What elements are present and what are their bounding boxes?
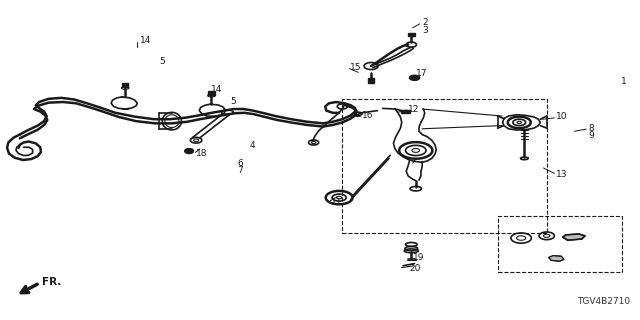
Text: TGV4B2710: TGV4B2710 <box>577 297 630 306</box>
Text: 1: 1 <box>621 77 627 86</box>
Bar <box>122 83 129 87</box>
Polygon shape <box>548 256 564 261</box>
Text: 12: 12 <box>408 105 419 114</box>
Text: 19: 19 <box>413 253 425 262</box>
Text: 20: 20 <box>410 264 420 273</box>
Text: 4: 4 <box>250 141 255 150</box>
Text: 10: 10 <box>556 113 568 122</box>
Bar <box>186 149 192 151</box>
Bar <box>408 33 415 36</box>
Bar <box>342 100 547 233</box>
Text: 16: 16 <box>362 111 373 120</box>
Text: 14: 14 <box>211 85 223 94</box>
Polygon shape <box>563 234 585 240</box>
Text: 5: 5 <box>159 57 165 66</box>
Text: 2: 2 <box>422 19 428 28</box>
Bar <box>208 91 214 95</box>
Circle shape <box>410 75 420 80</box>
Text: 18: 18 <box>195 149 207 158</box>
Text: 17: 17 <box>416 69 428 78</box>
Text: 3: 3 <box>422 27 428 36</box>
Text: 5: 5 <box>230 97 236 106</box>
Text: 15: 15 <box>350 63 362 72</box>
Bar <box>401 110 410 113</box>
Text: 6: 6 <box>237 159 243 168</box>
Text: 13: 13 <box>556 170 568 179</box>
Text: 9: 9 <box>588 131 594 140</box>
Bar <box>497 216 622 272</box>
Text: FR.: FR. <box>42 277 61 287</box>
Text: 14: 14 <box>140 36 151 45</box>
Text: 7: 7 <box>237 166 243 175</box>
Bar <box>368 78 374 83</box>
Text: 8: 8 <box>588 124 594 132</box>
Text: 11: 11 <box>331 197 342 206</box>
